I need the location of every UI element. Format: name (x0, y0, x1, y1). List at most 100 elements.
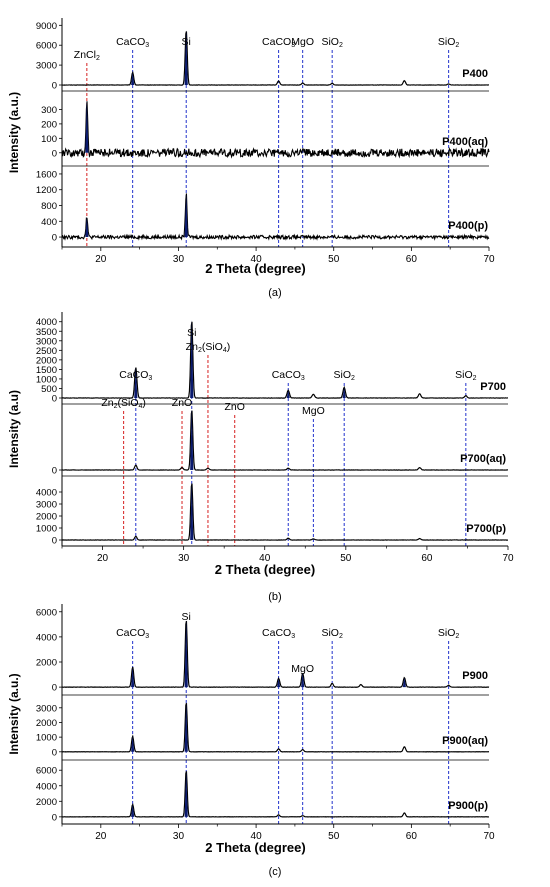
y-tick-label: 2000 (36, 355, 57, 366)
y-tick-label: 400 (41, 217, 57, 228)
x-tick-label: 70 (483, 831, 495, 842)
y-tick-label: 2000 (36, 512, 57, 523)
peak-mark (402, 677, 406, 688)
x-tick-label: 30 (173, 831, 185, 842)
y-tick-label: 6000 (36, 766, 57, 777)
xrd-trace-P400(aq) (61, 101, 490, 159)
y-tick-label: 800 (41, 201, 57, 212)
y-tick-label: 1200 (36, 185, 57, 196)
y-tick-label: 2000 (36, 718, 57, 729)
peak-mark (286, 390, 290, 398)
y-tick-label: 1600 (36, 169, 57, 180)
y-tick-label: 3500 (36, 327, 57, 338)
x-tick-label: 20 (95, 831, 107, 842)
x-tick-label: 30 (173, 254, 185, 265)
y-tick-label: 0 (52, 148, 57, 159)
peak-mark (131, 667, 135, 688)
x-axis-label: 2 Theta (degree) (205, 840, 305, 855)
peak-mark (277, 678, 281, 688)
y-tick-label: 6000 (36, 607, 57, 618)
x-tick-label: 50 (340, 553, 352, 564)
y-tick-label: 9000 (36, 21, 57, 32)
x-tick-label: 70 (483, 254, 495, 265)
x-tick-label: 20 (95, 254, 107, 265)
x-tick-label: 30 (178, 553, 190, 564)
peak-mark (131, 736, 135, 752)
y-axis-label: Intensity (a.u.) (7, 92, 21, 173)
y-tick-label: 100 (41, 134, 57, 145)
chart-2: 0 2000 4000 6000 P900 0 1000 2000 3000 P900(aq) 0 2… (7, 604, 495, 878)
xrd-trace-P900 (62, 620, 490, 688)
peak-mark (184, 770, 188, 817)
y-tick-label: 0 (52, 747, 57, 758)
y-tick-label: 1500 (36, 365, 57, 376)
x-axis-label: 2 Theta (degree) (205, 261, 305, 276)
y-tick-label: 0 (52, 683, 57, 694)
sample-label: P400(aq) (442, 136, 488, 148)
reference-label: CaCO3​ (262, 36, 295, 49)
peak-mark (190, 409, 194, 470)
y-tick-label: 200 (41, 119, 57, 130)
x-tick-label: 40 (259, 553, 271, 564)
reference-label: MgO (291, 663, 314, 675)
x-tick-label: 70 (502, 553, 514, 564)
peak-mark (190, 482, 194, 540)
x-tick-label: 60 (406, 254, 418, 265)
figure-caption: (b) (268, 591, 281, 603)
peak-mark (85, 217, 89, 238)
peak-mark (131, 72, 135, 85)
sample-label: P900(p) (448, 800, 488, 812)
y-tick-label: 3000 (36, 336, 57, 347)
y-tick-label: 4000 (36, 488, 57, 499)
peak-mark (134, 367, 138, 398)
reference-label: CaCO3​ (119, 369, 152, 382)
y-tick-label: 6000 (36, 41, 57, 52)
y-tick-label: 300 (41, 105, 57, 116)
y-tick-label: 2000 (36, 658, 57, 669)
peak-mark (342, 387, 346, 398)
y-tick-label: 1000 (36, 733, 57, 744)
x-tick-label: 40 (251, 831, 263, 842)
x-tick-label: 60 (406, 831, 418, 842)
peak-mark (301, 673, 305, 688)
reference-label: ZnO (225, 401, 245, 413)
reference-label: Si (182, 36, 191, 48)
sample-label: P400(p) (448, 220, 488, 232)
y-tick-label: 2500 (36, 346, 57, 357)
y-tick-label: 4000 (36, 317, 57, 328)
reference-label: SiO2​ (333, 369, 355, 382)
xrd-trace-P900(aq) (61, 702, 490, 753)
reference-label: CaCO3​ (116, 36, 149, 49)
reference-label: ZnO (172, 397, 192, 409)
peak-mark (184, 619, 188, 688)
figure-caption: (c) (269, 866, 282, 878)
y-tick-label: 0 (52, 536, 57, 547)
reference-label: ZnCl2​ (74, 49, 100, 62)
peak-mark (131, 804, 135, 817)
sample-label: P700 (480, 381, 506, 393)
y-tick-label: 0 (52, 81, 57, 92)
y-tick-label: 0 (52, 812, 57, 823)
figure-caption: (a) (268, 287, 281, 299)
chart-1: 05001000150020002500300035004000P7000P70… (7, 312, 514, 603)
x-tick-label: 60 (421, 553, 433, 564)
reference-label: CaCO3​ (116, 627, 149, 640)
peak-mark (184, 193, 188, 238)
sample-label: P900(aq) (442, 735, 488, 747)
reference-label: SiO2​ (321, 36, 343, 49)
reference-label: Si (187, 327, 196, 339)
xrd-trace-P900(p) (61, 771, 490, 818)
xrd-trace-P700 (61, 321, 509, 399)
y-tick-label: 0 (52, 233, 57, 244)
y-tick-label: 1000 (36, 374, 57, 385)
y-axis-label: Intensity (a.u.) (7, 673, 21, 754)
chart-0: 0 3000 6000 9000 P400 0 100 200 300 P400(aq) 0 400 8… (7, 18, 495, 299)
xrd-trace-P700(aq) (62, 410, 509, 471)
y-tick-label: 2000 (36, 797, 57, 808)
reference-label: Si (182, 611, 191, 623)
reference-label: MgO (291, 36, 314, 48)
y-tick-label: 3000 (36, 61, 57, 72)
reference-label: Zn2​(SiO4​) (101, 397, 146, 410)
reference-label: SiO2​ (321, 627, 343, 640)
reference-label: CaCO3​ (272, 369, 305, 382)
